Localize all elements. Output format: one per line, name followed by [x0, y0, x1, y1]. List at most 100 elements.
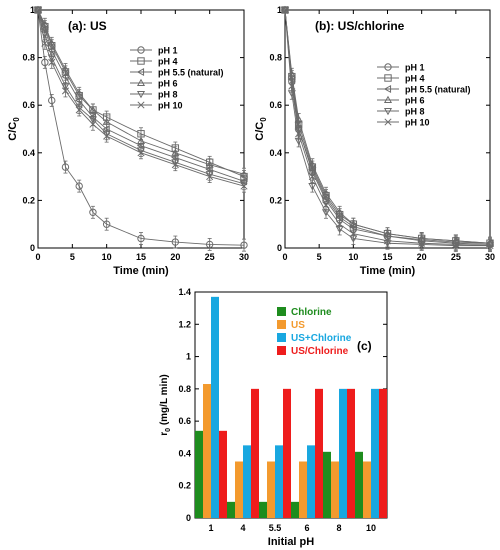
y-tick-label: 0.6 — [178, 416, 191, 426]
x-tick-label: 15 — [382, 252, 392, 262]
y-tick-label: 0.2 — [178, 481, 191, 491]
y-tick-label: 1 — [186, 352, 191, 362]
data-point — [88, 116, 97, 124]
data-point — [88, 105, 97, 114]
y-tick-label: 1.4 — [178, 287, 191, 297]
bar — [355, 451, 363, 518]
legend-entry: US+Chlorine — [291, 333, 352, 344]
data-point — [89, 208, 97, 217]
data-point — [288, 82, 296, 90]
data-point — [322, 201, 330, 209]
bar — [363, 461, 371, 518]
legend-entry: pH 1 — [405, 63, 425, 73]
legend-entry: pH 5.5 (natural) — [405, 85, 471, 95]
series-ph-4 — [281, 6, 494, 250]
data-point — [486, 242, 494, 250]
x-tick-label: 8 — [336, 523, 341, 533]
data-point — [41, 39, 49, 47]
series-line — [284, 9, 491, 244]
bar — [251, 388, 259, 518]
x-tick-label: 15 — [136, 252, 146, 262]
legend-swatch — [277, 320, 286, 329]
legend-marker — [384, 118, 392, 126]
y-tick-label: 0.6 — [269, 100, 282, 110]
data-point — [61, 65, 70, 73]
series-line — [284, 9, 490, 247]
bar — [299, 461, 307, 518]
data-point — [102, 220, 111, 228]
bar — [211, 296, 219, 518]
data-point — [75, 106, 83, 114]
y-tick-label: 0.4 — [22, 148, 35, 158]
line-panel-0: 0 5 10 15 20 25 30 0 0.2 0.4 0.6 0.8 1 Time (min) C/C0… — [7, 5, 249, 277]
bar — [331, 461, 339, 518]
y-tick-label: 0.8 — [269, 53, 282, 63]
x-axis-label: Time (min) — [113, 265, 169, 277]
data-point — [452, 240, 460, 248]
data-point — [89, 120, 97, 128]
y-tick-label: 1.2 — [178, 319, 191, 329]
bar — [323, 451, 331, 518]
y-axis-label: C/C0 — [254, 117, 268, 141]
data-point — [171, 161, 179, 169]
data-point — [308, 173, 316, 181]
x-tick-label: 30 — [239, 252, 249, 262]
data-point — [240, 241, 248, 249]
data-point — [383, 237, 392, 245]
data-point — [308, 183, 317, 191]
legend-marker — [137, 101, 145, 109]
data-point — [349, 230, 357, 238]
x-tick-label: 20 — [417, 252, 427, 262]
legend: pH 1pH 4pH 5.5 (natural)pH 6pH 8pH 10 — [377, 63, 471, 128]
x-tick-label: 1 — [208, 523, 213, 533]
bar — [259, 501, 267, 518]
y-tick-label: 0.8 — [22, 53, 35, 63]
data-point — [61, 83, 70, 91]
legend-marker — [384, 74, 392, 82]
data-point — [280, 6, 290, 15]
bar — [195, 430, 203, 518]
legend-swatch — [277, 333, 286, 342]
data-point — [136, 136, 146, 144]
x-tick-label: 5.5 — [269, 523, 282, 533]
legend-marker — [383, 107, 393, 116]
x-tick-label: 25 — [205, 252, 215, 262]
y-axis-label: r0 (mg/L min) — [159, 374, 172, 436]
data-point — [205, 160, 214, 168]
x-axis-label: Initial pH — [268, 536, 315, 548]
data-point — [321, 189, 331, 197]
y-tick-label: 0.2 — [269, 195, 282, 205]
data-point — [137, 149, 145, 157]
data-point — [240, 182, 248, 190]
x-tick-label: 30 — [485, 252, 495, 262]
bar — [307, 445, 315, 518]
bar — [235, 461, 243, 518]
x-tick-label: 4 — [240, 523, 245, 533]
legend-entry: pH 6 — [405, 96, 425, 106]
bar — [291, 501, 299, 518]
series-ph-6 — [280, 5, 495, 250]
bar — [275, 445, 283, 518]
data-point — [137, 234, 145, 243]
data-point — [33, 6, 43, 15]
panel-label: (a): US — [68, 19, 107, 33]
data-point — [34, 6, 42, 14]
legend: pH 1pH 4pH 5.5 (natural)pH 6pH 8pH 10 — [130, 46, 224, 111]
legend-entry: pH 10 — [405, 118, 430, 128]
legend-marker — [136, 90, 146, 99]
legend: Chlorine US US+Chlorine US/Chlorine — [277, 307, 352, 357]
series-ph-5-5-natural- — [280, 5, 494, 250]
legend-entry: pH 6 — [158, 79, 178, 89]
x-tick-label: 25 — [451, 252, 461, 262]
legend-marker — [136, 78, 146, 87]
data-point — [206, 173, 214, 181]
data-point — [61, 163, 70, 171]
y-tick-label: 0.4 — [178, 448, 191, 458]
series-ph-8 — [280, 6, 495, 253]
y-tick-label: 0.8 — [178, 384, 191, 394]
data-point — [48, 58, 56, 66]
series-line — [284, 9, 491, 244]
x-axis-label: Time (min) — [360, 265, 416, 277]
x-tick-label: 10 — [102, 252, 112, 262]
data-point — [102, 117, 111, 125]
